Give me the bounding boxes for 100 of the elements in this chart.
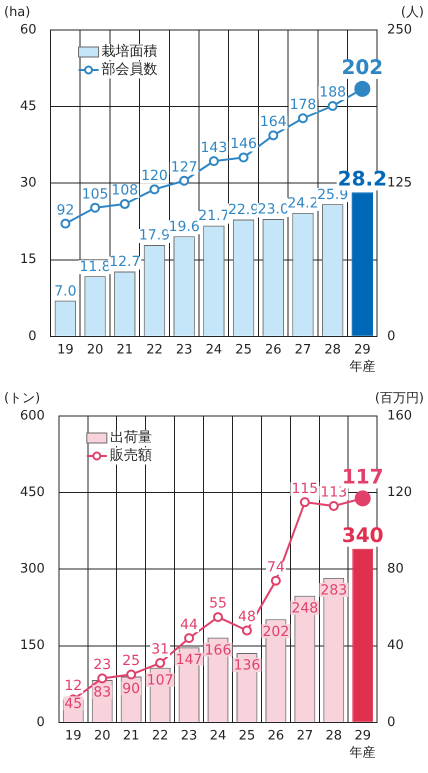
data-label: 12 (64, 678, 82, 694)
data-label: 31 (151, 642, 170, 658)
data-label: 120 (141, 168, 168, 184)
point (268, 130, 278, 140)
y-tick-label: 300 (20, 562, 45, 577)
y2-tick-label: 40 (387, 638, 404, 654)
x-axis-title: 年産 (349, 358, 376, 374)
y2-tick-label: 125 (387, 176, 412, 191)
y2-tick-label: 80 (387, 562, 404, 577)
x-tick-label: 25 (238, 728, 256, 744)
data-label: 25 (122, 653, 140, 670)
y-tick-label: 30 (20, 176, 37, 191)
legend-label: 出荷量 (110, 430, 152, 446)
data-label: 202 (262, 624, 290, 640)
legend-label: 部会員数 (102, 62, 158, 78)
data-label: 55 (209, 596, 227, 612)
x-tick-label: 24 (206, 342, 222, 358)
x-tick-label: 19 (57, 342, 74, 358)
data-label: 188 (319, 84, 346, 101)
x-tick-label: 22 (152, 728, 168, 744)
data-label: 92 (56, 202, 74, 218)
point (328, 501, 339, 512)
x-tick-label: 27 (296, 728, 314, 744)
x-tick-label: 26 (264, 342, 282, 358)
x-tick-label: 28 (326, 728, 342, 744)
data-label: 24.2 (287, 195, 319, 212)
point (179, 176, 190, 186)
point (270, 576, 281, 586)
point (208, 156, 219, 166)
data-label: 283 (320, 582, 348, 599)
data-label: 108 (111, 182, 138, 199)
x-axis-title: 年産 (350, 744, 376, 760)
point (149, 184, 160, 194)
x-tick-label: 29 (354, 342, 371, 358)
data-label: 143 (200, 140, 228, 156)
y-tick-label: 450 (20, 484, 45, 500)
point (184, 633, 194, 644)
y-axis-title: (ha) (4, 4, 30, 20)
data-label: 164 (260, 114, 287, 130)
x-tick-label: 27 (294, 342, 312, 358)
bar (352, 548, 374, 722)
point (90, 202, 100, 213)
point (120, 199, 130, 210)
y2-tick-label: 250 (387, 22, 412, 38)
point (238, 152, 249, 162)
data-label: 178 (290, 96, 316, 113)
data-label: 90 (122, 681, 140, 698)
x-tick-label: 25 (235, 342, 252, 358)
data-label: 340 (342, 522, 384, 547)
data-label: 105 (82, 186, 108, 202)
data-label: 23 (93, 656, 112, 673)
data-label: 166 (204, 642, 232, 658)
x-tick-label: 23 (180, 728, 198, 744)
x-tick-label: 26 (268, 728, 284, 744)
x-tick-label: 24 (210, 728, 226, 744)
x-tick-label: 23 (176, 342, 192, 358)
y-tick-label: 15 (20, 252, 37, 268)
y2-tick-label: 0 (387, 328, 396, 344)
y-tick-label: 45 (20, 98, 37, 114)
data-label: 127 (170, 159, 198, 176)
y-tick-label: 150 (20, 638, 45, 654)
y-axis-title: (トン) (4, 390, 40, 406)
x-tick-label: 22 (146, 342, 163, 358)
data-label: 115 (291, 480, 318, 497)
data-label: 74 (266, 559, 285, 576)
data-label: 19.6 (168, 218, 200, 235)
point (97, 673, 108, 684)
legend-label: 販売額 (110, 448, 152, 464)
point (300, 497, 310, 508)
point (328, 100, 338, 111)
legend-label: 栽培面積 (102, 44, 158, 60)
x-tick-label: 28 (324, 342, 341, 358)
data-label: 7.0 (54, 283, 77, 300)
y2-tick-label: 160 (387, 408, 412, 424)
data-label: 83 (93, 684, 112, 701)
data-label: 147 (176, 652, 202, 668)
data-label: 12.7 (109, 254, 140, 270)
data-label: 202 (341, 55, 384, 80)
point (213, 612, 223, 622)
data-label: 107 (146, 672, 174, 688)
data-label: 17.9 (138, 228, 170, 244)
x-tick-label: 21 (116, 342, 134, 358)
y-tick-label: 0 (36, 714, 45, 730)
data-label: 248 (291, 600, 318, 616)
data-label: 21.7 (198, 208, 230, 224)
y2-axis-title: (百万円) (374, 390, 424, 406)
point (298, 113, 308, 124)
data-label: 136 (234, 658, 260, 674)
x-tick-label: 21 (122, 728, 140, 744)
data-label: 48 (238, 609, 256, 626)
bar (352, 192, 374, 336)
data-label: 45 (64, 696, 82, 712)
y-tick-label: 60 (20, 22, 37, 38)
point (126, 670, 136, 680)
y2-tick-label: 120 (387, 484, 412, 500)
data-label: 44 (180, 616, 198, 633)
x-tick-label: 20 (94, 728, 110, 744)
point (242, 625, 252, 636)
x-tick-label: 19 (65, 728, 82, 744)
x-tick-label: 29 (354, 728, 371, 744)
